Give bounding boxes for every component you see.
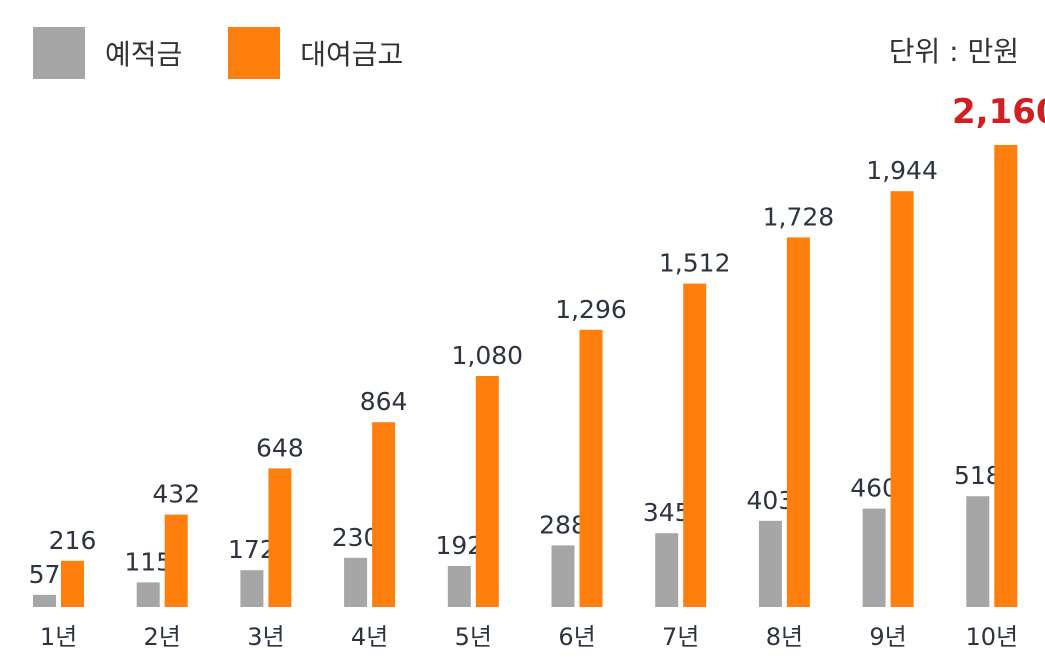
- bar-safe-deposit: [683, 283, 707, 607]
- chart-legend: 예적금 대여금고: [33, 27, 449, 79]
- x-tick-label: 2년: [144, 623, 181, 651]
- bar-savings: [551, 545, 575, 607]
- bar-safe-deposit: [268, 468, 292, 607]
- x-tick-label: 3년: [247, 623, 284, 651]
- bar-safe-deposit: [372, 422, 396, 607]
- bar-safe-deposit: [164, 514, 188, 607]
- bar-savings: [966, 496, 990, 607]
- bar-safe-deposit: [890, 191, 914, 607]
- data-label-safe-deposit: 864: [360, 387, 408, 416]
- bar-savings: [33, 594, 56, 607]
- data-label-savings: 403: [747, 486, 795, 515]
- x-tick-label: 7년: [662, 623, 699, 651]
- x-tick-label: 6년: [558, 623, 595, 651]
- legend-swatch-safe-deposit: [228, 27, 281, 79]
- data-label-savings: 57: [29, 560, 61, 589]
- data-label-safe-deposit: 648: [256, 433, 304, 462]
- data-label-savings: 230: [332, 523, 380, 552]
- x-tick-label: 8년: [766, 623, 803, 651]
- bar-savings: [240, 570, 264, 607]
- bar-savings: [447, 565, 471, 607]
- x-tick-label: 9년: [869, 623, 906, 651]
- x-tick-label: 5년: [455, 623, 492, 651]
- bar-safe-deposit: [786, 237, 810, 607]
- legend-label-safe-deposit: 대여금고: [300, 38, 404, 71]
- data-label-safe-deposit: 1,296: [555, 295, 627, 324]
- legend-swatch-savings: [33, 27, 85, 79]
- unit-label: 단위 : 만원: [888, 35, 1019, 68]
- data-label-savings: 288: [539, 510, 587, 539]
- data-label-safe-deposit: 432: [152, 480, 200, 509]
- data-label-safe-deposit: 2,160: [952, 92, 1045, 132]
- data-label-safe-deposit: 1,512: [659, 249, 731, 278]
- data-label-safe-deposit: 1,944: [866, 156, 938, 185]
- data-label-savings: 172: [228, 535, 276, 564]
- legend-item-safe-deposit: 대여금고: [228, 27, 403, 79]
- x-tick-label: 1년: [40, 623, 77, 651]
- data-label-savings: 345: [643, 498, 691, 527]
- data-label-savings: 115: [124, 547, 172, 576]
- x-tick-label: 4년: [351, 623, 388, 651]
- data-label-savings: 460: [850, 474, 898, 503]
- bar-safe-deposit: [61, 560, 84, 607]
- legend-label-savings: 예적금: [105, 38, 183, 71]
- bar-savings: [136, 582, 160, 607]
- bar-savings: [862, 508, 886, 607]
- bar-savings: [344, 557, 368, 607]
- bar-savings: [758, 520, 782, 607]
- legend-item-savings: 예적금: [33, 27, 182, 79]
- bar-savings: [655, 533, 679, 607]
- bar-safe-deposit: [475, 376, 499, 607]
- x-tick-label: 10년: [965, 623, 1018, 651]
- bar-safe-deposit: [994, 145, 1018, 607]
- bar-safe-deposit: [579, 329, 603, 607]
- data-label-safe-deposit: 1,080: [452, 341, 524, 370]
- data-label-safe-deposit: 1,728: [763, 202, 835, 231]
- data-label-savings: 192: [435, 531, 483, 560]
- data-label-savings: 518: [954, 461, 1002, 490]
- data-label-safe-deposit: 216: [49, 526, 97, 555]
